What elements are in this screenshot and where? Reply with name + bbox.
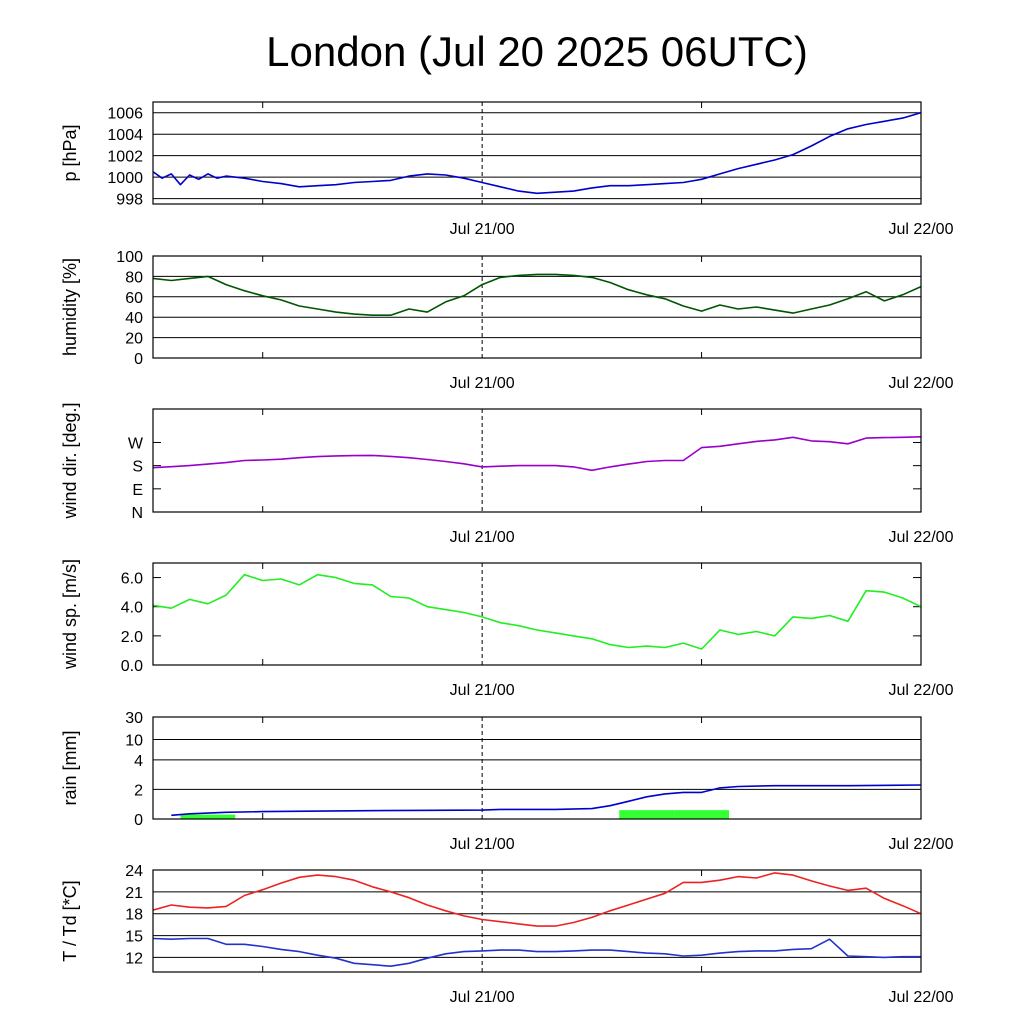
panel-6: 12 15 18 21 24 T / Td [*C] Jul 21/00 Jul 22/00 [60,863,954,1006]
x-tick-label: Jul 22/00 [889,529,954,546]
series-line-1 [153,273,921,317]
y-axis-label: wind dir. [deg.] [60,402,80,519]
series-line-1 [153,111,921,195]
y-tick-label: 0 [134,812,143,829]
y-tick-label: 40 [125,310,143,327]
x-tick-label: Jul 22/00 [889,375,954,392]
panel-frame [152,408,922,513]
y-axis-label: rain [mm] [60,730,80,805]
y-tick-label: 1000 [107,170,143,187]
series-line-1 [153,436,921,472]
y-axis-label: p [hPa] [60,124,80,181]
y-tick-label: 0 [134,351,143,368]
x-tick-label: Jul 21/00 [450,529,515,546]
series-line-2 [153,937,921,968]
panel-4: 0.0 2.0 4.0 6.0 wind sp. [m/s] Jul 21/00 Jul 2… [60,559,954,699]
y-tick-label: 15 [125,929,143,946]
rain-bar [674,810,729,819]
panel-frame [152,716,922,820]
y-tick-label: E [132,482,143,499]
y-axis-label: humidity [%] [60,258,80,356]
x-tick-label: Jul 21/00 [450,221,515,238]
rain-bar [619,810,675,819]
panel-1: 998 1000 1002 1004 1006 p [hPa] Jul 21/00 Jul 2… [60,101,954,238]
panel-frame [152,869,922,973]
y-tick-label: 1006 [107,106,143,123]
x-tick-label: Jul 22/00 [889,682,954,699]
chart-title: London (Jul 20 2025 06UTC) [266,28,808,75]
x-tick-label: Jul 22/00 [889,836,954,853]
y-tick-label: 20 [125,331,143,348]
y-tick-label: 21 [125,885,143,902]
y-tick-label: 6.0 [121,571,143,588]
panel-frame [152,255,922,359]
y-tick-label: 2 [134,782,143,799]
y-tick-label: 24 [125,863,143,880]
y-tick-label: 80 [125,269,143,286]
y-tick-label: 4 [134,753,143,770]
y-tick-label: 18 [125,907,143,924]
y-tick-label: 2.0 [121,629,143,646]
y-tick-label: 10 [125,732,143,749]
panel-2: 0 20 40 60 80 100 humidity [%] Jul 21/00 Jul 22/… [60,249,954,392]
x-tick-label: Jul 21/00 [450,682,515,699]
y-tick-label: 12 [125,950,143,967]
x-tick-label: Jul 21/00 [450,836,515,853]
panel-frame [152,101,922,205]
panel-5: 0 2 4 10 30 rain [mm] Jul 21/00 Jul 22/00 [60,710,954,853]
x-tick-label: Jul 22/00 [889,221,954,238]
y-tick-label: 60 [125,290,143,307]
series-line-1 [153,872,921,927]
y-tick-label: 998 [116,192,143,209]
y-tick-label: 4.0 [121,600,143,617]
y-tick-label: 30 [125,710,143,727]
x-tick-label: Jul 21/00 [450,375,515,392]
y-axis-label: T / Td [*C] [60,880,80,961]
x-tick-label: Jul 22/00 [889,989,954,1006]
y-tick-label: W [128,435,144,452]
y-tick-label: 1002 [107,149,143,166]
y-tick-label: S [132,459,143,476]
y-tick-label: 0.0 [121,658,143,675]
y-tick-label: 1004 [107,127,143,144]
x-tick-label: Jul 21/00 [450,989,515,1006]
y-axis-label: wind sp. [m/s] [60,559,80,670]
y-tick-label: N [131,505,143,522]
rain-bar [180,814,236,819]
panel-frame [152,562,922,666]
series-line-1 [153,573,921,650]
series-line-1 [171,784,921,817]
y-tick-label: 100 [116,249,143,266]
